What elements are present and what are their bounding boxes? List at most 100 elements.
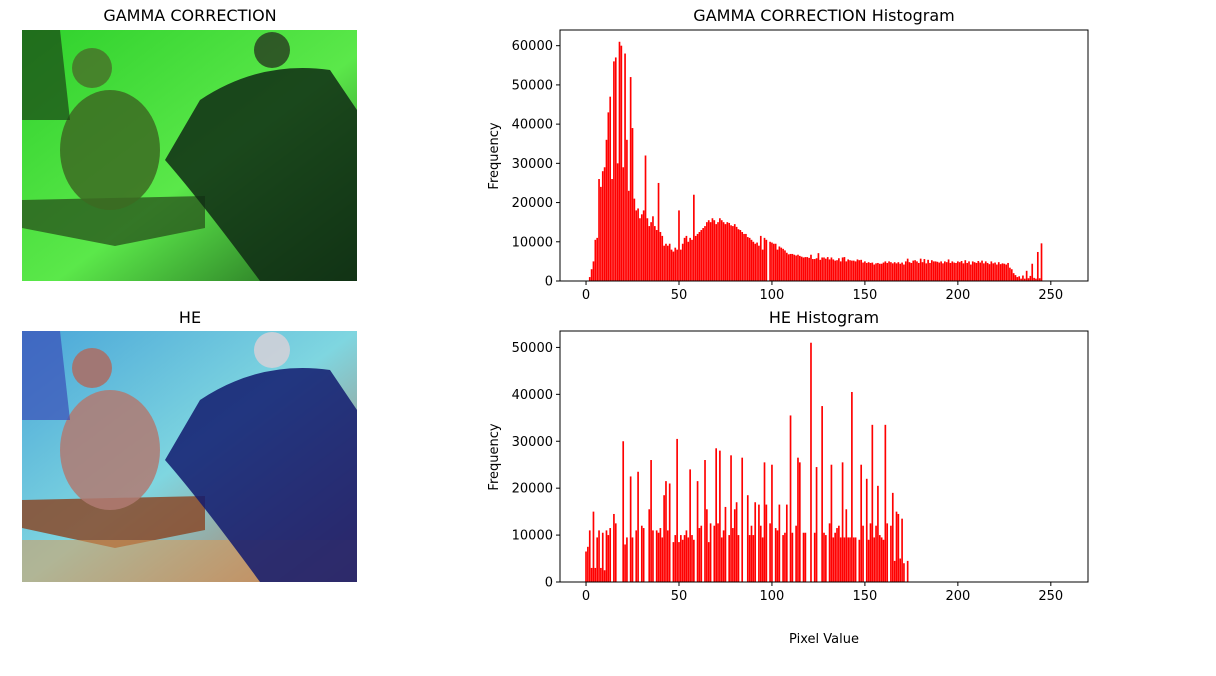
histogram-bar <box>605 530 608 582</box>
histogram-bar <box>613 61 615 282</box>
histogram-bar <box>782 248 784 281</box>
histogram-bar <box>765 239 768 281</box>
histogram-bar <box>893 560 896 582</box>
histogram-bar <box>834 260 836 281</box>
histogram-bar <box>659 528 662 582</box>
histogram-bar <box>732 528 734 582</box>
histogram-bar <box>808 257 810 281</box>
histogram-bar <box>624 53 626 281</box>
y-tick-label: 60000 <box>512 39 553 54</box>
image-title-gamma: GAMMA CORRECTION <box>103 6 276 25</box>
histogram-bar <box>826 257 829 281</box>
histogram-bar <box>709 222 712 281</box>
histogram-bar <box>759 235 762 281</box>
histogram-bar <box>605 139 608 281</box>
histogram-bar <box>655 530 658 582</box>
histogram-bar <box>925 263 928 281</box>
histogram-bar <box>936 261 939 281</box>
histogram-bar <box>1035 278 1037 281</box>
histogram-bar <box>592 261 595 281</box>
histogram-bar <box>592 511 595 582</box>
histogram-bar <box>784 532 786 582</box>
histogram-bar <box>754 502 757 582</box>
histogram-bar <box>674 247 677 281</box>
image-title-he: HE <box>179 308 201 327</box>
histogram-bar <box>739 230 742 281</box>
x-tick-label: 50 <box>671 589 688 604</box>
histogram-bar <box>804 532 807 582</box>
chart-title-he: HE Histogram <box>769 308 879 327</box>
histogram-bar <box>601 171 604 281</box>
histogram-bar <box>754 243 757 281</box>
histogram-bar <box>724 224 727 281</box>
histogram-bar <box>886 262 889 281</box>
histogram-bar <box>1005 264 1008 281</box>
histogram-bar <box>693 539 695 582</box>
histogram-bar <box>942 263 944 281</box>
histogram-bar <box>971 261 974 281</box>
histogram-bar <box>999 264 1002 281</box>
gamma-x-ticks: 0 50 100 150 200 250 <box>582 281 1063 303</box>
histogram-bar <box>1038 278 1041 281</box>
histogram-bar <box>821 257 823 281</box>
histogram-bar <box>823 532 825 582</box>
histogram-bar <box>849 537 851 582</box>
histogram-bar <box>782 535 784 582</box>
histogram-bar <box>841 462 844 582</box>
histogram-bar <box>878 263 881 281</box>
histogram-bar <box>843 537 846 582</box>
histogram-bar <box>778 246 781 281</box>
histogram-bar <box>791 253 794 281</box>
histogram-bar <box>964 260 967 281</box>
histogram-bar <box>962 263 965 281</box>
histogram-bar <box>845 261 848 281</box>
histogram-bar <box>657 532 660 582</box>
histogram-bar <box>785 504 788 582</box>
histogram-bar <box>772 243 775 281</box>
histogram-bar <box>865 262 868 281</box>
histogram-bar <box>908 262 911 281</box>
histogram-bar <box>620 45 623 281</box>
histogram-bar <box>862 525 864 582</box>
histogram-bar <box>722 222 725 281</box>
histogram-bar <box>618 41 621 281</box>
histogram-bar <box>949 262 952 281</box>
histogram-bar <box>631 128 634 281</box>
histogram-bar <box>719 218 721 281</box>
histogram-bar <box>715 448 717 582</box>
histogram-bar <box>670 249 673 282</box>
histogram-bar <box>672 542 675 582</box>
histogram-bar <box>839 261 842 281</box>
histogram-bar <box>724 506 727 582</box>
histogram-bar <box>588 530 591 582</box>
histogram-bar <box>733 224 736 281</box>
y-tick-label: 30000 <box>512 157 553 172</box>
histogram-bar <box>691 535 693 582</box>
histogram-bar <box>642 210 645 281</box>
histogram-bar <box>823 257 825 281</box>
histogram-bar <box>650 222 652 281</box>
histogram-bar <box>854 537 857 582</box>
histogram-bar <box>668 243 671 281</box>
histogram-bar <box>640 525 643 582</box>
histogram-bar <box>1033 277 1035 281</box>
histogram-bar <box>698 528 701 582</box>
histogram-bar <box>696 481 699 582</box>
histogram-bar <box>666 530 669 582</box>
histogram-bar <box>702 228 704 281</box>
histogram-bar <box>871 424 874 582</box>
histogram-bar <box>817 253 820 281</box>
histogram-bar <box>997 262 1000 281</box>
histogram-bar <box>828 259 831 281</box>
histogram-bar <box>741 231 744 281</box>
histogram-bar <box>769 523 771 582</box>
histogram-bar <box>877 262 879 281</box>
histogram-bar <box>622 441 625 582</box>
histogram-bar <box>847 537 849 582</box>
histogram-bar <box>598 179 600 281</box>
histogram-bar <box>810 342 812 582</box>
gamma-histogram-frame <box>559 29 1089 282</box>
histogram-bar <box>975 262 978 281</box>
histogram-bar <box>676 438 678 582</box>
histogram-bar <box>919 258 922 281</box>
